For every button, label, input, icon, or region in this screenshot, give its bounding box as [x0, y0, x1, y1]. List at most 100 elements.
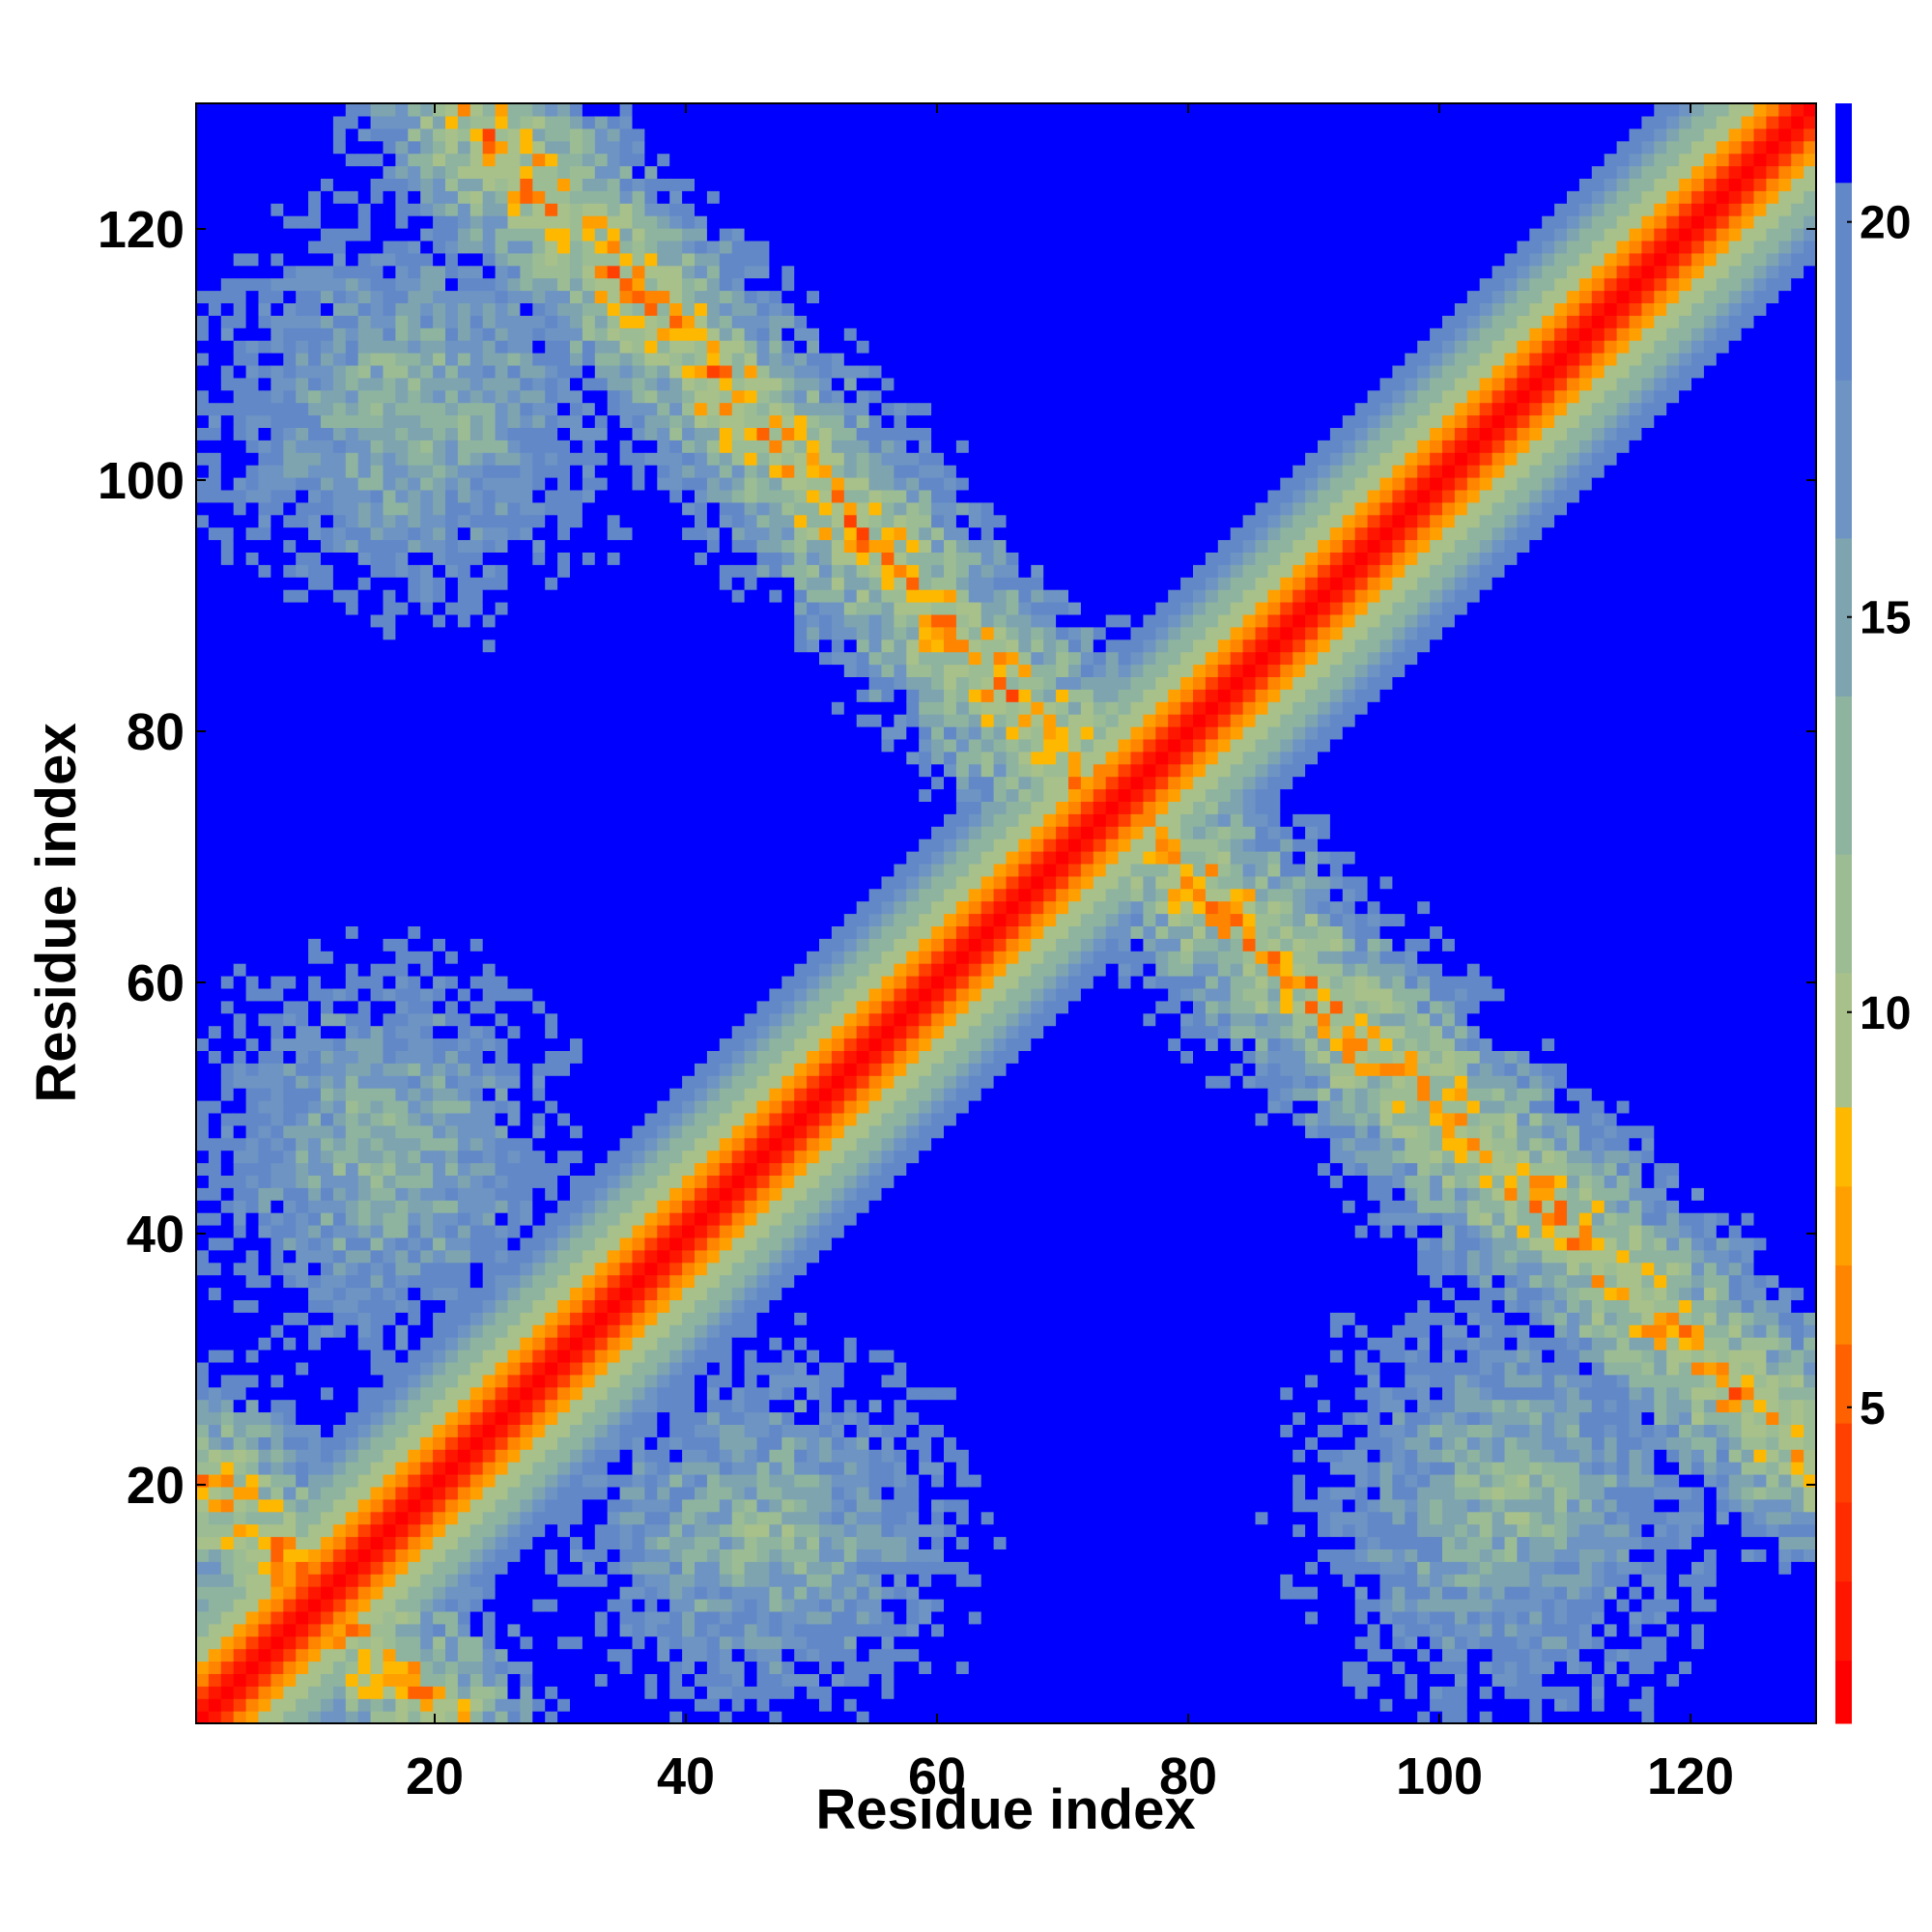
heatmap-cell: [619, 153, 634, 167]
heatmap-cell: [408, 1548, 421, 1562]
heatmap-cell: [632, 863, 645, 877]
heatmap-cell: [507, 427, 521, 440]
heatmap-cell: [495, 1610, 509, 1625]
heatmap-cell: [545, 1324, 558, 1338]
heatmap-cell: [594, 714, 609, 727]
heatmap-cell: [321, 888, 334, 902]
heatmap-cell: [495, 1175, 509, 1188]
heatmap-cell: [445, 265, 459, 279]
heatmap-cell: [557, 1610, 571, 1625]
heatmap-cell: [208, 1586, 222, 1600]
heatmap-cell: [433, 315, 446, 328]
heatmap-cell: [395, 452, 409, 466]
heatmap-cell: [420, 875, 434, 890]
heatmap-cell: [408, 1112, 421, 1126]
heatmap-cell: [345, 1511, 359, 1525]
heatmap-cell: [469, 925, 484, 939]
heatmap-cell: [332, 1511, 347, 1525]
heatmap-cell: [557, 252, 571, 267]
heatmap-cell: [245, 664, 260, 677]
heatmap-cell: [345, 552, 359, 565]
heatmap-cell: [308, 353, 322, 366]
heatmap-cell: [570, 613, 583, 628]
heatmap-cell: [557, 1686, 571, 1699]
heatmap-cell: [594, 639, 609, 653]
heatmap-cell: [395, 1063, 409, 1076]
heatmap-cell: [345, 1012, 359, 1027]
heatmap-cell: [321, 1635, 334, 1650]
heatmap-cell: [632, 1462, 645, 1475]
heatmap-cell: [196, 501, 210, 516]
heatmap-cell: [220, 763, 235, 778]
heatmap-cell: [545, 589, 558, 603]
heatmap-cell: [395, 1112, 409, 1126]
heatmap-cell: [594, 888, 609, 902]
heatmap-cell: [296, 128, 309, 142]
heatmap-cell: [469, 539, 484, 553]
heatmap-cell: [420, 1299, 434, 1313]
heatmap-cell: [619, 526, 634, 541]
heatmap-cell: [208, 265, 222, 279]
heatmap-cell: [208, 440, 222, 453]
heatmap-cell: [657, 851, 670, 865]
heatmap-cell: [220, 925, 235, 939]
heatmap-cell: [383, 1411, 396, 1425]
heatmap-cell: [482, 1088, 497, 1101]
heatmap-cell: [619, 813, 634, 827]
heatmap-cell: [607, 925, 621, 939]
heatmap-cell: [570, 751, 583, 765]
heatmap-cell: [570, 115, 583, 129]
heatmap-cell: [308, 1012, 322, 1027]
heatmap-cell: [433, 1225, 446, 1238]
heatmap-cell: [482, 577, 497, 590]
heatmap-cell: [520, 1623, 533, 1637]
heatmap-cell: [258, 626, 271, 640]
heatmap-cell: [420, 1486, 434, 1500]
heatmap-cell: [258, 564, 271, 578]
heatmap-cell: [420, 1249, 434, 1264]
heatmap-cell: [619, 440, 634, 453]
heatmap-cell: [408, 813, 421, 827]
heatmap-cell: [520, 851, 533, 865]
heatmap-cell: [420, 1574, 434, 1587]
heatmap-cell: [283, 1100, 297, 1114]
heatmap-cell: [196, 1137, 210, 1151]
heatmap-cell: [196, 1236, 210, 1251]
heatmap-cell: [532, 452, 546, 466]
heatmap-cell: [557, 552, 571, 565]
heatmap-cell: [507, 1150, 521, 1164]
heatmap-cell: [220, 414, 235, 428]
heatmap-cell: [669, 1698, 683, 1712]
heatmap-cell: [507, 1262, 521, 1276]
heatmap-cell: [220, 676, 235, 690]
heatmap-cell: [433, 414, 446, 428]
heatmap-cell: [332, 228, 347, 242]
heatmap-cell: [469, 1262, 484, 1276]
heatmap-cell: [208, 477, 222, 491]
heatmap-cell: [345, 951, 359, 964]
heatmap-cell: [557, 1548, 571, 1562]
heatmap-cell: [332, 1386, 347, 1401]
heatmap-cell: [433, 1112, 446, 1126]
heatmap-cell: [370, 1411, 384, 1425]
heatmap-cell: [445, 402, 459, 416]
heatmap-cell: [532, 801, 546, 814]
heatmap-cell: [321, 602, 334, 615]
heatmap-cell: [532, 1486, 546, 1500]
heatmap-cell: [582, 389, 596, 404]
heatmap-cell: [345, 751, 359, 765]
heatmap-cell: [196, 1150, 210, 1164]
heatmap-cell: [395, 963, 409, 977]
heatmap-cell: [370, 240, 384, 254]
heatmap-cell: [507, 888, 521, 902]
heatmap-cell: [482, 501, 497, 516]
heatmap-cell: [332, 838, 347, 852]
heatmap-cell: [445, 726, 459, 740]
heatmap-cell: [607, 577, 621, 590]
heatmap-cell: [469, 526, 484, 541]
heatmap-cell: [208, 1462, 222, 1475]
heatmap-cell: [594, 402, 609, 416]
heatmap-cell: [345, 726, 359, 740]
heatmap-cell: [657, 1112, 670, 1126]
heatmap-cell: [445, 103, 459, 117]
